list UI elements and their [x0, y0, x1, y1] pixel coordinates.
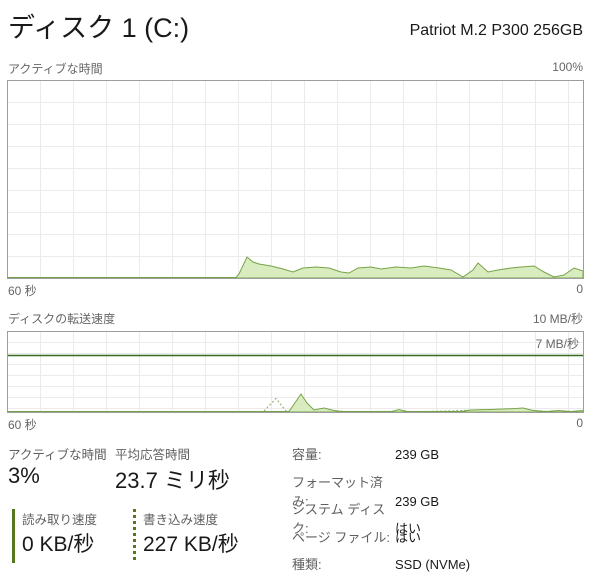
x-axis-right-label: 0: [576, 416, 583, 430]
detail-page-file: ページ ファイル: はい: [292, 527, 592, 546]
stat-avg-response: 平均応答時間 23.7 ミリ秒: [115, 444, 230, 495]
detail-value: 239 GB: [395, 447, 440, 462]
x-axis-right-label: 0: [576, 282, 583, 296]
transfer-chart-max: 10 MB/秒: [532, 312, 583, 326]
detail-value: 239 GB: [395, 494, 440, 509]
stat-label: 読み取り速度: [22, 513, 98, 527]
stat-read-speed: 読み取り速度 0 KB/秒: [22, 509, 97, 558]
detail-value: はい: [395, 521, 422, 536]
x-axis-left-label: 60 秒: [8, 284, 37, 298]
transfer-rate-chart[interactable]: 7 MB/秒: [7, 331, 584, 413]
active-time-chart[interactable]: [7, 80, 584, 279]
stat-active-time: アクティブな時間 3%: [8, 444, 107, 489]
detail-label: 種類:: [292, 557, 322, 572]
stat-value: 23.7 ミリ秒: [115, 468, 230, 493]
page-title: ディスク 1 (C:): [8, 13, 190, 43]
detail-type: 種類: SSD (NVMe): [292, 554, 592, 573]
active-time-series: [8, 256, 583, 278]
stat-write-speed: 書き込み速度 227 KB/秒: [143, 509, 239, 558]
active-time-chart-max: 100%: [552, 60, 583, 74]
chart-grid: [8, 332, 583, 412]
detail-label: システム ディスク:: [292, 502, 386, 536]
transfer-rate-area-chart: [8, 354, 583, 412]
read-speed-series: [8, 393, 583, 412]
chart-grid: [8, 81, 583, 278]
detail-value: はい: [395, 530, 422, 545]
detail-label: 容量:: [292, 447, 322, 462]
scale-line-label: 7 MB/秒: [535, 337, 579, 351]
read-speed-legend-bar: [12, 509, 15, 563]
stat-label: 平均応答時間: [115, 448, 191, 462]
detail-value: SSD (NVMe): [395, 557, 471, 572]
detail-formatted: フォーマット済み: 239 GB: [292, 472, 592, 510]
stat-label: アクティブな時間: [8, 448, 107, 462]
device-name: Patriot M.2 P300 256GB: [409, 22, 583, 39]
detail-capacity: 容量: 239 GB: [292, 444, 592, 463]
stat-value: 227 KB/秒: [143, 533, 239, 556]
active-time-chart-label: アクティブな時間: [8, 62, 103, 76]
detail-label: フォーマット済み:: [292, 475, 384, 509]
write-speed-legend-bar: [133, 509, 136, 563]
stat-value: 0 KB/秒: [22, 533, 95, 556]
stat-label: 書き込み速度: [143, 513, 219, 527]
x-axis-left-label: 60 秒: [8, 418, 37, 432]
transfer-chart-label: ディスクの転送速度: [8, 312, 116, 326]
stat-value: 3%: [8, 463, 40, 488]
detail-system-disk: システム ディスク: はい: [292, 499, 592, 537]
active-time-area-chart: [8, 256, 583, 278]
detail-label: ページ ファイル:: [292, 530, 390, 545]
